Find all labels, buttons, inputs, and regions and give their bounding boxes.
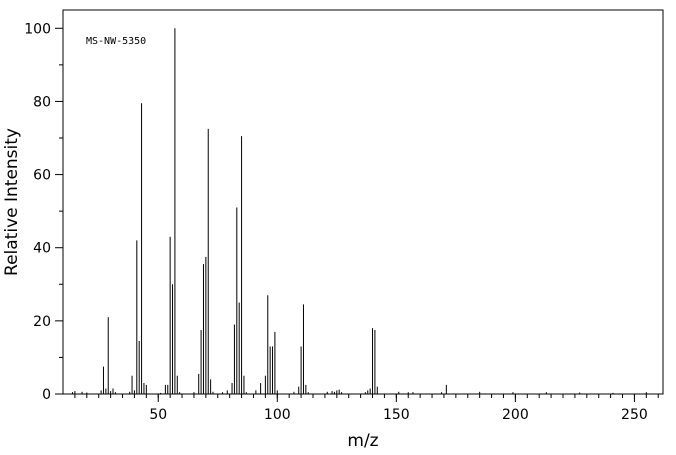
spectrum-id-annotation: MS-NW-5350 <box>86 36 146 47</box>
plot-area <box>62 9 664 395</box>
y-tick-label: 80 <box>33 94 51 110</box>
y-axis: 0 20 40 60 80 100 <box>24 21 63 403</box>
x-tick-label: 50 <box>149 407 167 423</box>
x-tick-label: 250 <box>621 407 648 423</box>
y-tick-label: 60 <box>33 168 51 184</box>
y-tick-label: 40 <box>33 241 51 257</box>
y-axis-label: Relative Intensity <box>2 128 22 276</box>
x-axis: 50 100 150 200 250 <box>149 394 648 423</box>
x-minor-ticks <box>74 394 659 398</box>
x-axis-label: m/z <box>347 431 378 451</box>
x-tick-label: 200 <box>502 407 529 423</box>
y-tick-label: 20 <box>33 314 51 330</box>
y-tick-label: 100 <box>24 21 51 37</box>
spectrum-peaks <box>72 28 647 394</box>
y-tick-label: 0 <box>42 387 51 403</box>
x-tick-label: 150 <box>383 407 410 423</box>
x-tick-label: 100 <box>264 407 291 423</box>
